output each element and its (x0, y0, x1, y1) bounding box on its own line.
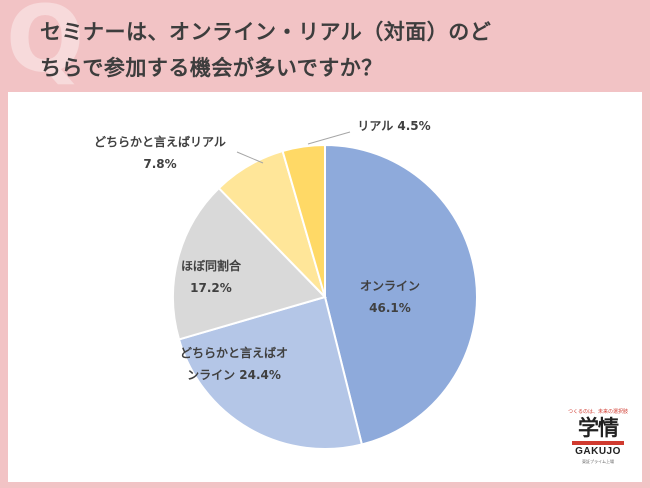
data-label-line: 17.2% (190, 281, 232, 295)
chart-panel: オンライン 46.1% どちらかと言えばオンライン 24.4% ほぼ同割合 17.2% ど… (8, 92, 642, 482)
leader-line-real (307, 131, 351, 145)
data-label-equal: ほぼ同割合 17.2% (181, 258, 242, 295)
data-label-line: どちらかと言えばリアル (94, 134, 226, 149)
pie-chart: オンライン 46.1% どちらかと言えばオンライン 24.4% ほぼ同割合 17.2% ど… (94, 119, 478, 450)
question-mark-watermark: Q (6, 0, 85, 93)
pie-slice-equal (172, 186, 327, 341)
pie-slice-online (324, 143, 478, 446)
title-line-1: セミナーは、オンライン・リアル（対面）のど (40, 20, 492, 44)
leader-line-mostly-real (236, 151, 264, 164)
pie-slice-real (281, 143, 326, 298)
logo-kanji: 学情 (578, 416, 619, 440)
data-label-online: オンライン 46.1% (360, 279, 420, 315)
data-label-line: ほぼ同割合 (181, 258, 242, 273)
data-label-mostly-real: どちらかと言えばリアル 7.8% (94, 134, 226, 171)
logo-tagline: つくるのは、未来の選択肢 (568, 409, 628, 415)
data-label-line: オンライン (360, 279, 420, 293)
logo-red-bar (572, 441, 624, 445)
data-label-line: 7.8% (143, 157, 176, 171)
gakujo-logo: つくるのは、未来の選択肢 学情 GAKUJO 東証プライム上場 (563, 408, 633, 480)
data-label-line: ンライン 24.4% (187, 368, 281, 382)
data-label-real: リアル 4.5% (357, 119, 430, 133)
pie-slice-mostly-online (177, 295, 364, 450)
logo-subtext: 東証プライム上場 (582, 459, 614, 464)
data-label-line: リアル 4.5% (357, 119, 430, 133)
data-label-line: どちらかと言えばオ (180, 345, 288, 360)
page-title: セミナーは、オンライン・リアル（対面）のど ちらで参加する機会が多いですか？ (40, 14, 640, 86)
title-line-2: ちらで参加する機会が多いですか？ (40, 56, 383, 80)
logo-brand: GAKUJO (575, 446, 621, 457)
data-label-mostly-online: どちらかと言えばオンライン 24.4% (180, 345, 288, 382)
data-label-line: 46.1% (369, 301, 411, 315)
